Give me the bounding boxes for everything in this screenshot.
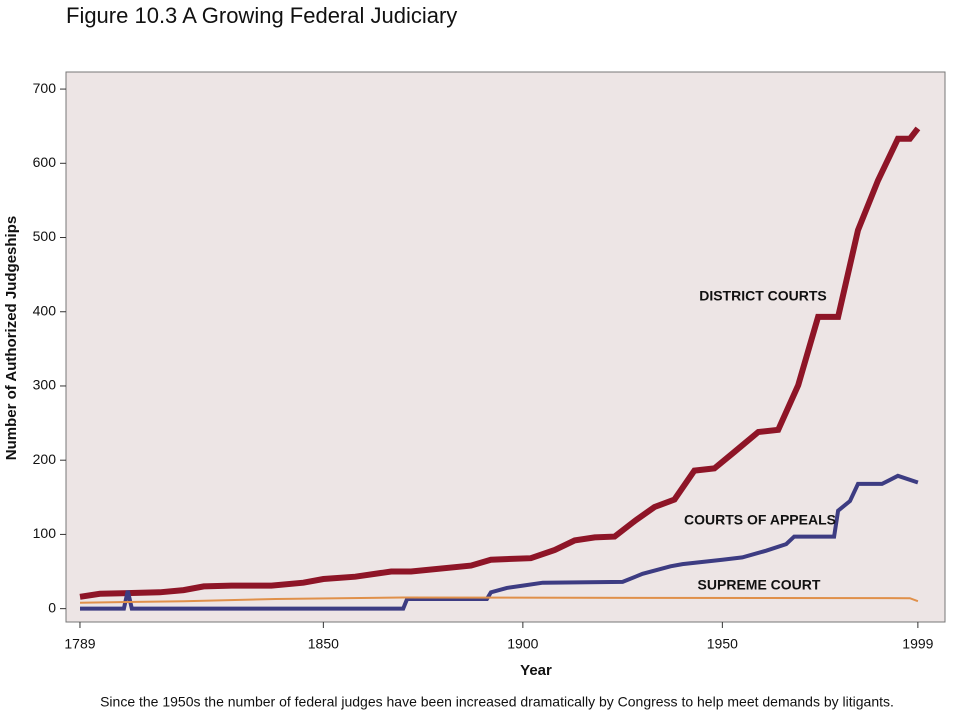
plot-area <box>65 71 946 623</box>
y-tick-label: 200 <box>33 451 57 467</box>
series-line <box>79 596 919 604</box>
chart-title: Figure 10.3 A Growing Federal Judiciary <box>66 3 457 28</box>
x-tick-label: 1850 <box>308 636 339 652</box>
annotation: COURTS OF APPEALS <box>684 512 836 528</box>
y-tick-label: 500 <box>33 228 57 244</box>
y-tick-label: 0 <box>48 599 56 615</box>
x-tick-label: 1999 <box>902 636 933 652</box>
x-tick-label: 1900 <box>507 636 538 652</box>
x-tick-label: 1950 <box>707 636 738 652</box>
y-tick-label: 700 <box>33 80 57 96</box>
series-line <box>80 473 919 611</box>
series-line <box>79 126 921 600</box>
y-tick-label: 600 <box>33 154 57 170</box>
x-tick-label: 1789 <box>64 636 95 652</box>
y-axis-label: Number of Authorized Judgeships <box>3 216 20 460</box>
annotation: SUPREME COURT <box>698 577 821 593</box>
x-axis-label: Year <box>520 662 552 679</box>
caption: Since the 1950s the number of federal ju… <box>100 694 894 710</box>
y-tick-label: 100 <box>33 525 57 541</box>
y-tick-label: 300 <box>33 377 57 393</box>
y-tick-label: 400 <box>33 302 57 318</box>
annotation: DISTRICT COURTS <box>699 288 827 304</box>
